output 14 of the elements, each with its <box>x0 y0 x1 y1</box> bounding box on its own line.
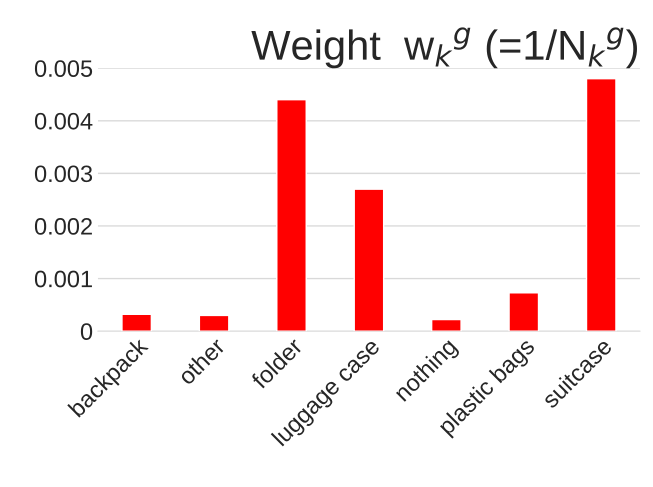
bar <box>508 292 540 332</box>
bar <box>354 188 384 332</box>
bar <box>198 314 230 332</box>
y-tick-label: 0.003 <box>34 165 92 182</box>
y-tick-label: 0.001 <box>34 270 92 288</box>
y-tick-label: 0 <box>80 323 92 340</box>
chart-title: Weight w$_{k}$$^{g}$ (=1/N$_{k}$$^{g}$) <box>251 27 637 68</box>
y-tick-label: 0.002 <box>34 218 92 235</box>
bar <box>276 99 307 332</box>
y-tick-label: 0.004 <box>34 112 92 130</box>
y-tick-label: 0.005 <box>34 60 92 77</box>
bar <box>121 314 152 332</box>
bar <box>586 78 617 332</box>
bar <box>430 318 462 332</box>
